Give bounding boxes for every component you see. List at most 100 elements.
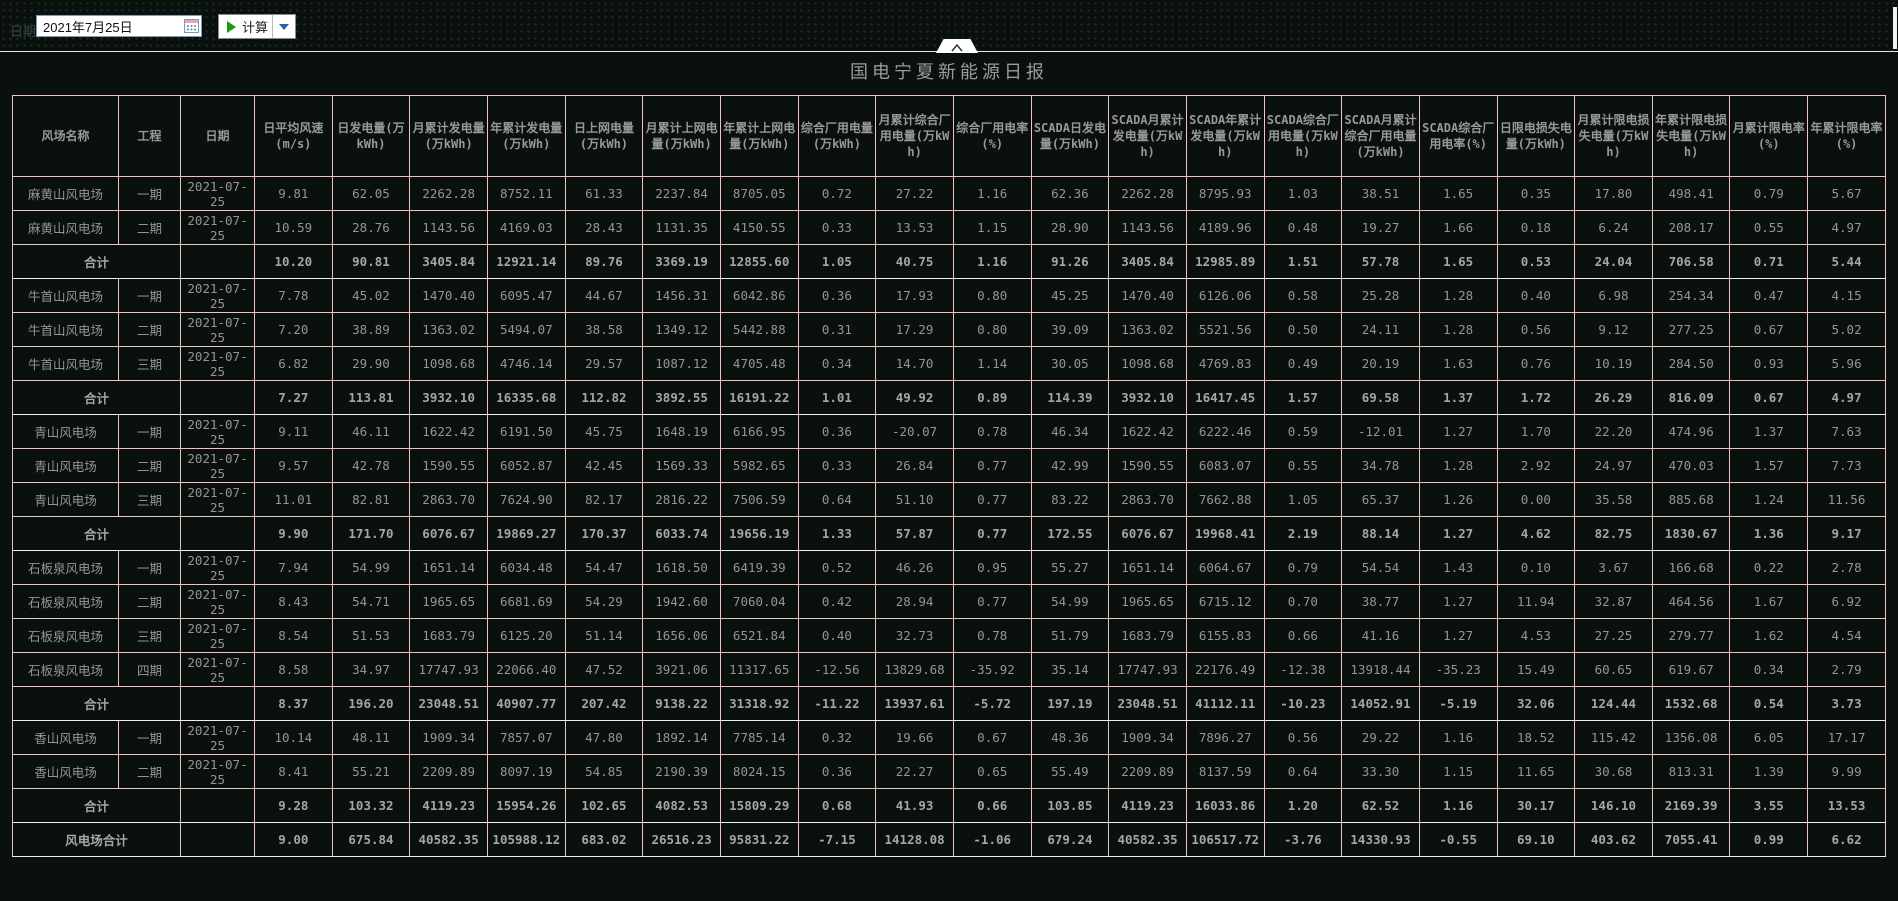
value-cell: 9138.22 bbox=[642, 686, 721, 721]
value-cell: 1590.55 bbox=[1108, 448, 1187, 483]
table-row: 牛首山风电场 二期 2021-07-25 7.20 38.89 1363.02 5494.0… bbox=[12, 312, 1886, 347]
value-cell: -11.22 bbox=[797, 686, 877, 721]
value-cell: 29.90 bbox=[331, 346, 411, 381]
calendar-icon[interactable] bbox=[184, 18, 199, 33]
date-label: 日期 bbox=[10, 24, 37, 39]
value-cell: 15.49 bbox=[1496, 652, 1576, 687]
value-cell: 19.66 bbox=[875, 720, 954, 755]
value-cell: 0.71 bbox=[1729, 244, 1809, 279]
value-cell: 1.16 bbox=[1418, 720, 1498, 755]
scrollbar-thumb[interactable] bbox=[1893, 7, 1897, 49]
value-cell: 0.72 bbox=[797, 176, 877, 211]
date-cell: 2021-07-25 bbox=[180, 482, 255, 517]
calculate-dropdown-button[interactable] bbox=[272, 14, 296, 39]
column-header: 年累计上网电量(万kWh) bbox=[719, 95, 799, 177]
value-cell: 30.68 bbox=[1574, 754, 1653, 789]
value-cell: 1830.67 bbox=[1651, 516, 1731, 551]
column-header: 月累计限电损失电量(万kWh) bbox=[1574, 95, 1653, 177]
value-cell: 1.70 bbox=[1496, 414, 1576, 449]
value-cell: 5.67 bbox=[1807, 176, 1886, 211]
value-cell: 13.53 bbox=[875, 210, 954, 245]
row-label-cell: 合计 bbox=[12, 686, 181, 721]
value-cell: 1.62 bbox=[1729, 618, 1809, 653]
phase-cell: 二期 bbox=[118, 312, 181, 347]
chevron-down-icon bbox=[279, 23, 289, 30]
value-cell: 1470.40 bbox=[409, 278, 488, 313]
value-cell: 1590.55 bbox=[409, 448, 488, 483]
value-cell: 0.40 bbox=[797, 618, 877, 653]
value-cell: 1965.65 bbox=[1108, 584, 1187, 619]
value-cell: 16033.86 bbox=[1185, 788, 1265, 823]
date-cell bbox=[180, 788, 255, 823]
value-cell: 1.72 bbox=[1496, 380, 1576, 415]
value-cell: -0.55 bbox=[1418, 822, 1498, 857]
value-cell: 62.52 bbox=[1341, 788, 1420, 823]
value-cell: 3932.10 bbox=[1108, 380, 1187, 415]
value-cell: 0.78 bbox=[952, 618, 1032, 653]
value-cell: 0.55 bbox=[1729, 210, 1809, 245]
value-cell: 11317.65 bbox=[719, 652, 799, 687]
value-cell: 7857.07 bbox=[486, 720, 566, 755]
date-cell: 2021-07-25 bbox=[180, 720, 255, 755]
value-cell: 7624.90 bbox=[486, 482, 566, 517]
column-header: 年累计限电损失电量(万kWh) bbox=[1651, 95, 1731, 177]
value-cell: 0.79 bbox=[1263, 550, 1343, 585]
value-cell: -10.23 bbox=[1263, 686, 1343, 721]
value-cell: 0.35 bbox=[1496, 176, 1576, 211]
calculate-button[interactable]: 计算 bbox=[218, 14, 280, 39]
value-cell: 1651.14 bbox=[409, 550, 488, 585]
value-cell: 0.00 bbox=[1496, 482, 1576, 517]
table-row: 石板泉风电场 三期 2021-07-25 8.54 51.53 1683.79 6125.2… bbox=[12, 618, 1886, 653]
value-cell: 0.56 bbox=[1263, 720, 1343, 755]
value-cell: -35.23 bbox=[1418, 652, 1498, 687]
value-cell: 103.85 bbox=[1030, 788, 1110, 823]
column-header: SCADA日发电量(万kWh) bbox=[1030, 95, 1110, 177]
value-cell: 683.02 bbox=[564, 822, 644, 857]
date-cell: 2021-07-25 bbox=[180, 652, 255, 687]
value-cell: 4.15 bbox=[1807, 278, 1886, 313]
value-cell: 1942.60 bbox=[642, 584, 721, 619]
date-cell bbox=[180, 822, 255, 857]
farm-name-cell: 青山风电场 bbox=[12, 414, 119, 449]
value-cell: 5.96 bbox=[1807, 346, 1886, 381]
value-cell: 65.37 bbox=[1341, 482, 1420, 517]
farm-name-cell: 牛首山风电场 bbox=[12, 278, 119, 313]
value-cell: 82.75 bbox=[1574, 516, 1653, 551]
value-cell: 885.68 bbox=[1651, 482, 1731, 517]
phase-cell: 二期 bbox=[118, 448, 181, 483]
collapse-panel-tab[interactable] bbox=[936, 39, 978, 53]
value-cell: 2863.70 bbox=[1108, 482, 1187, 517]
value-cell: 0.67 bbox=[1729, 380, 1809, 415]
value-cell: 1.27 bbox=[1418, 584, 1498, 619]
value-cell: 48.11 bbox=[331, 720, 411, 755]
value-cell: 32.87 bbox=[1574, 584, 1653, 619]
value-cell: 6155.83 bbox=[1185, 618, 1265, 653]
table-row: 香山风电场 二期 2021-07-25 8.41 55.21 2209.89 8097.19… bbox=[12, 754, 1886, 789]
phase-cell: 三期 bbox=[118, 346, 181, 381]
value-cell: 7662.88 bbox=[1185, 482, 1265, 517]
value-cell: 0.34 bbox=[1729, 652, 1809, 687]
value-cell: 40582.35 bbox=[409, 822, 488, 857]
value-cell: 28.90 bbox=[1030, 210, 1110, 245]
value-cell: 9.28 bbox=[254, 788, 333, 823]
value-cell: 170.37 bbox=[564, 516, 644, 551]
value-cell: 9.11 bbox=[254, 414, 333, 449]
value-cell: 7506.59 bbox=[719, 482, 799, 517]
table-row: 麻黄山风电场 一期 2021-07-25 9.81 62.05 2262.28 8752.1… bbox=[12, 176, 1886, 211]
phase-cell: 三期 bbox=[118, 618, 181, 653]
value-cell: 54.54 bbox=[1341, 550, 1420, 585]
value-cell: 813.31 bbox=[1651, 754, 1731, 789]
value-cell: -3.76 bbox=[1263, 822, 1343, 857]
value-cell: 1532.68 bbox=[1651, 686, 1731, 721]
value-cell: 1.37 bbox=[1418, 380, 1498, 415]
value-cell: 816.09 bbox=[1651, 380, 1731, 415]
value-cell: 38.58 bbox=[564, 312, 644, 347]
date-input[interactable] bbox=[36, 15, 202, 37]
value-cell: 16417.45 bbox=[1185, 380, 1265, 415]
value-cell: 0.36 bbox=[797, 414, 877, 449]
value-cell: 1.39 bbox=[1729, 754, 1809, 789]
value-cell: 9.17 bbox=[1807, 516, 1886, 551]
value-cell: 35.58 bbox=[1574, 482, 1653, 517]
value-cell: 2169.39 bbox=[1651, 788, 1731, 823]
